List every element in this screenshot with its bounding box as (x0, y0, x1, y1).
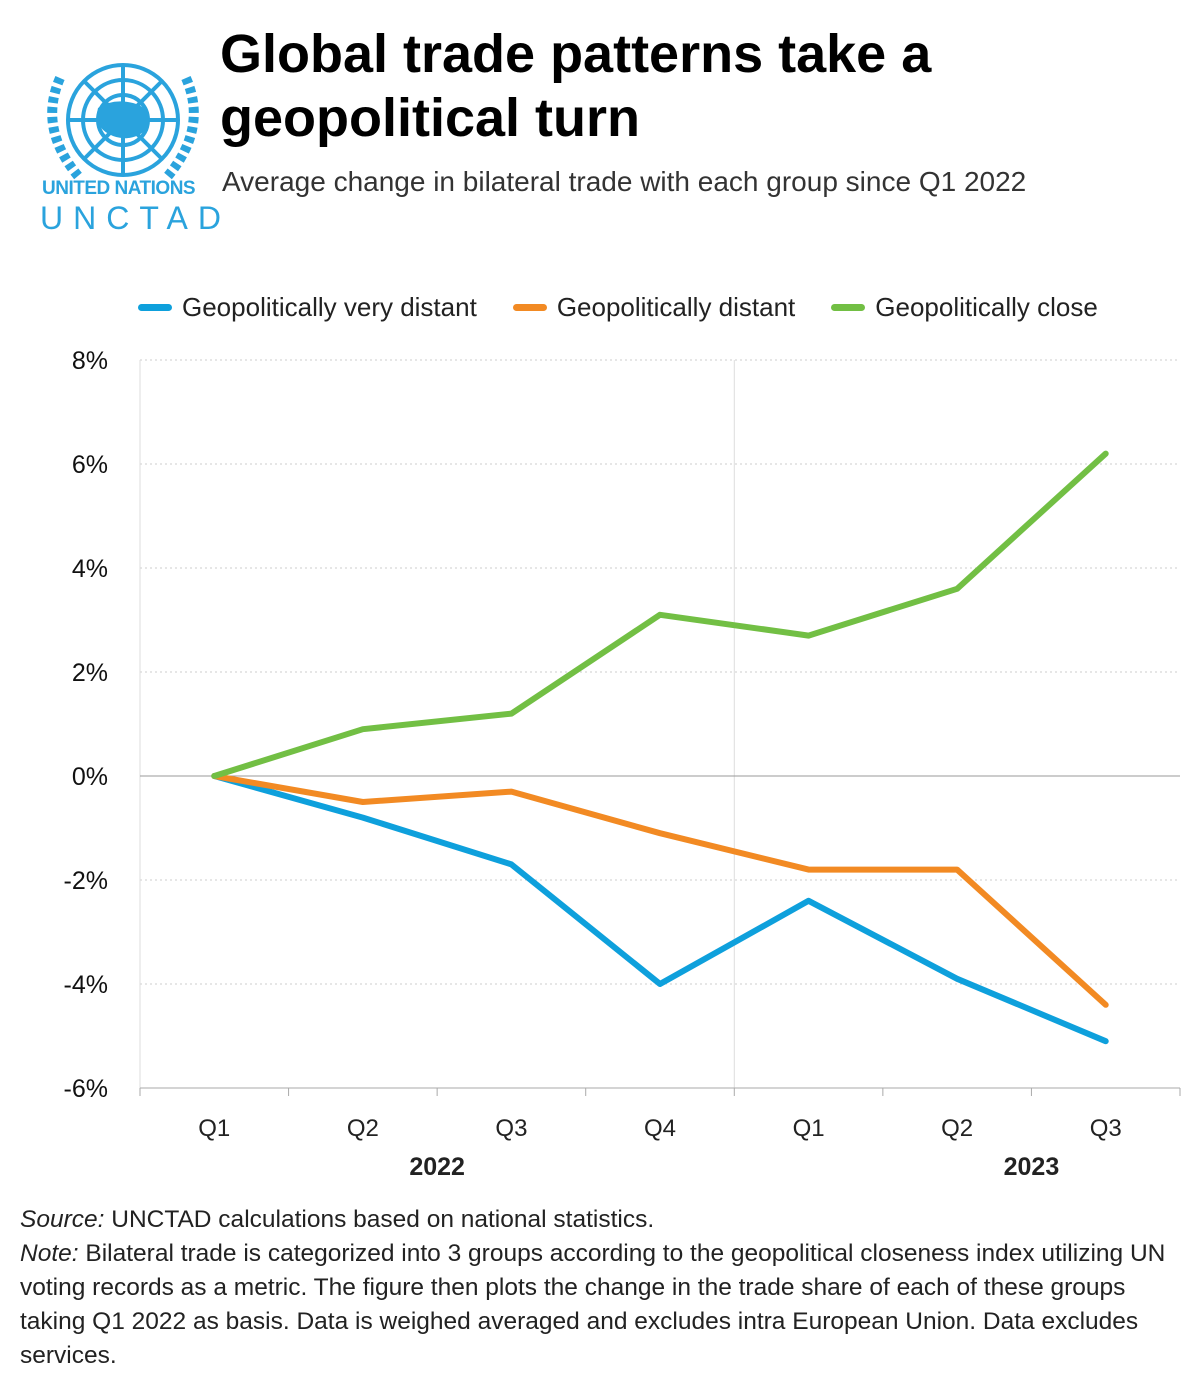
legend-item: Geopolitically close (831, 292, 1098, 323)
legend-swatch (831, 304, 866, 311)
y-tick-label: 2% (72, 659, 108, 687)
note-label: Note: (20, 1240, 79, 1267)
y-tick-label: 6% (72, 451, 108, 479)
x-tick-label: Q1 (198, 1115, 230, 1142)
legend: Geopolitically very distant Geopolitical… (138, 292, 1134, 323)
year-label: 2023 (1004, 1153, 1060, 1181)
legend-item: Geopolitically distant (512, 292, 796, 323)
y-tick-label: 4% (72, 555, 108, 583)
x-tick-label: Q3 (1090, 1115, 1122, 1142)
footnotes: Source: UNCTAD calculations based on nat… (20, 1203, 1180, 1373)
x-tick-label: Q2 (347, 1115, 379, 1142)
note: Note: Bilateral trade is categorized int… (20, 1237, 1180, 1373)
y-tick-label: -6% (64, 1075, 108, 1103)
x-tick-label: Q3 (495, 1115, 527, 1142)
legend-swatch (138, 304, 172, 311)
chart-title: Global trade patterns take a geopolitica… (220, 24, 932, 148)
legend-item: Geopolitically very distant (138, 292, 477, 323)
source-note: Source: UNCTAD calculations based on nat… (20, 1203, 1180, 1237)
series-line (211, 773, 1109, 1008)
source-label: Source: (20, 1206, 105, 1233)
un-emblem-logo (47, 63, 199, 180)
legend-swatch (512, 304, 547, 311)
legend-label: Geopolitically close (875, 292, 1098, 322)
year-label: 2022 (409, 1153, 465, 1181)
series-line (211, 773, 1109, 1045)
y-tick-label: -2% (64, 867, 108, 895)
logo-text-united-nations: UNITED NATIONS (42, 178, 196, 199)
legend-label: Geopolitically distant (556, 292, 796, 322)
note-text: Bilateral trade is categorized into 3 gr… (20, 1240, 1166, 1369)
y-tick-label: 0% (72, 763, 108, 791)
logo-text-unctad: UNCTAD (40, 200, 231, 236)
x-tick-label: Q1 (793, 1115, 825, 1142)
y-tick-label: -4% (64, 971, 108, 999)
chart-subtitle: Average change in bilateral trade with e… (222, 166, 1027, 197)
legend-label: Geopolitically very distant (182, 292, 477, 322)
x-tick-label: Q4 (644, 1115, 676, 1142)
x-tick-label: Q2 (941, 1115, 973, 1142)
y-tick-label: 8% (72, 347, 108, 375)
line-chart: 8% 6% 4% 2% 0% -2% -4% -6% Q1 Q2 Q3 Q4 Q1 Q2 Q3 2022 202… (64, 347, 1181, 1181)
source-text: UNCTAD calculations based on national st… (104, 1206, 655, 1233)
